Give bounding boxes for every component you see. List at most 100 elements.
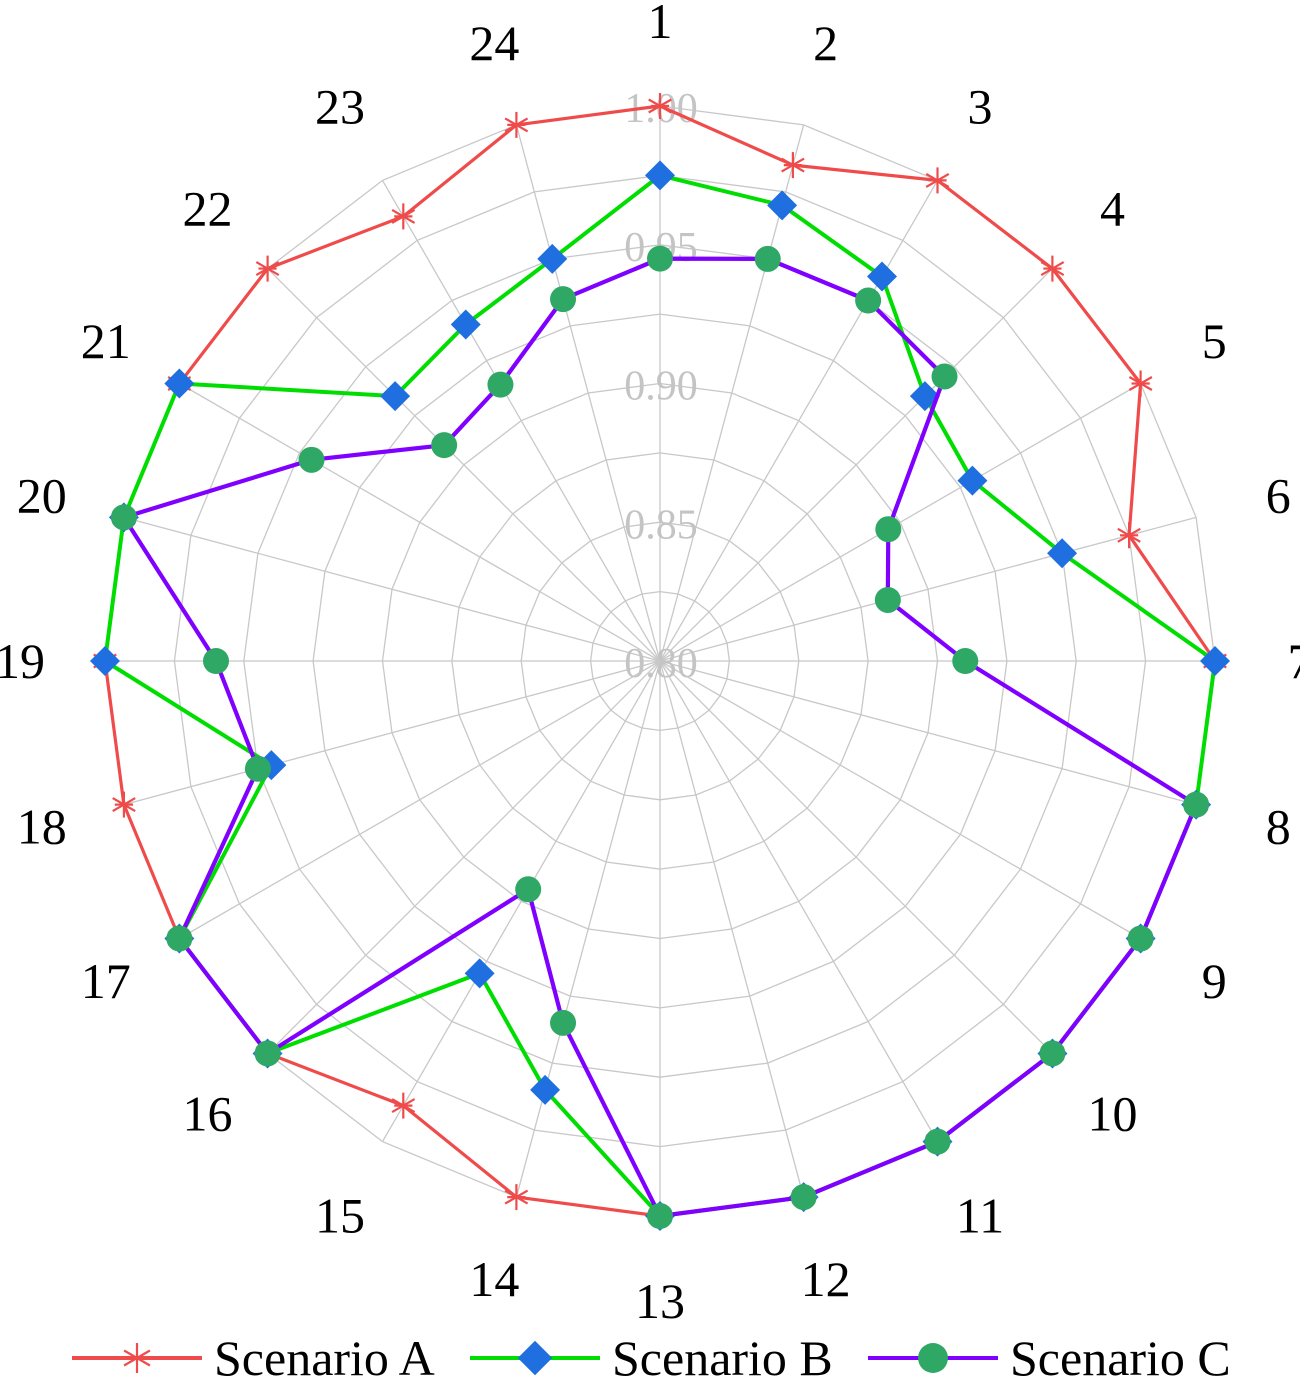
marker-circle	[110, 504, 137, 531]
marker-diamond	[645, 160, 675, 191]
marker-circle	[166, 925, 193, 952]
category-label: 18	[17, 799, 67, 855]
marker-circle	[487, 371, 514, 398]
category-label: 9	[1202, 953, 1227, 1009]
category-label: 16	[183, 1086, 233, 1142]
radial-tick-labels: 0.800.850.900.951.00	[624, 86, 698, 687]
legend-item: Scenario C	[868, 1330, 1231, 1386]
marker-diamond	[464, 958, 495, 989]
legend-label: Scenario C	[1010, 1330, 1231, 1386]
marker-asterisk	[391, 1092, 416, 1119]
marker-circle	[203, 648, 229, 674]
legend: Scenario A Scenario B Scenario C	[72, 1330, 1231, 1386]
category-label: 6	[1266, 467, 1291, 523]
category-label: 22	[183, 181, 233, 237]
marker-circle	[952, 648, 979, 674]
radial-tick-label: 0.85	[624, 502, 698, 548]
category-label: 8	[1266, 799, 1291, 855]
marker-diamond	[450, 309, 481, 340]
category-label: 23	[315, 79, 365, 135]
marker-circle	[1183, 791, 1210, 818]
grid-spoke	[659, 660, 805, 1198]
grid-spoke	[659, 660, 1197, 806]
radial-tick-label: 0.80	[624, 641, 698, 687]
grid-spoke	[659, 516, 1197, 662]
marker-circle	[924, 1128, 951, 1155]
grid-spoke	[515, 660, 661, 1198]
marker-asterisk	[1040, 255, 1065, 282]
category-label: 20	[17, 467, 67, 523]
grid-spoke	[267, 268, 661, 662]
grid-spoke	[381, 180, 661, 662]
category-label: 5	[1202, 313, 1227, 369]
category-label: 10	[1088, 1086, 1138, 1142]
grid-spoke	[267, 660, 661, 1054]
grid-spoke	[659, 382, 1141, 662]
marker-circle	[550, 1009, 577, 1036]
marker-diamond	[867, 261, 897, 292]
category-label: 1	[648, 0, 673, 49]
marker-asterisk	[1128, 370, 1153, 397]
category-label: 21	[81, 313, 131, 369]
marker-circle	[875, 516, 902, 543]
marker-diamond	[957, 465, 988, 496]
category-label: 12	[801, 1251, 851, 1307]
grid-spoke	[123, 660, 661, 806]
grid-spoke	[179, 660, 661, 940]
grid-spoke	[659, 660, 1053, 1054]
legend-item: Scenario B	[470, 1330, 833, 1386]
marker-circle	[515, 876, 542, 903]
marker-asterisk	[648, 93, 672, 119]
marker-diamond	[164, 368, 195, 399]
category-label: 24	[469, 15, 519, 71]
marker-asterisk	[123, 1343, 151, 1373]
marker-circle	[244, 755, 271, 782]
marker-circle	[254, 1040, 281, 1067]
radial-tick-label: 0.90	[624, 364, 698, 410]
marker-diamond	[1200, 646, 1230, 676]
legend-item: Scenario A	[72, 1330, 435, 1386]
marker-diamond	[767, 190, 798, 221]
marker-circle	[874, 586, 901, 613]
marker-asterisk	[1117, 522, 1141, 549]
grid-spoke	[123, 516, 661, 662]
marker-asterisk	[504, 111, 529, 138]
marker-circle	[1039, 1040, 1066, 1067]
category-label: 13	[635, 1273, 685, 1329]
category-label: 11	[956, 1187, 1004, 1243]
legend-label: Scenario A	[214, 1330, 435, 1386]
category-label: 4	[1100, 181, 1125, 237]
marker-diamond	[537, 243, 568, 274]
marker-asterisk	[255, 255, 280, 282]
marker-diamond	[380, 381, 411, 412]
series-scenario-c	[110, 245, 1210, 1229]
legend-label: Scenario B	[612, 1330, 833, 1386]
category-label: 19	[0, 633, 45, 689]
category-label: 2	[813, 15, 838, 71]
series-layer	[90, 93, 1230, 1231]
grid-spoke	[659, 180, 939, 662]
grid-spoke	[659, 660, 1141, 940]
grid-spoke	[659, 268, 1053, 662]
grid-spoke	[179, 382, 661, 662]
marker-diamond	[530, 1074, 561, 1105]
marker-diamond	[1047, 538, 1078, 569]
category-label: 14	[469, 1251, 519, 1307]
marker-diamond	[90, 646, 120, 676]
marker-circle	[550, 286, 577, 313]
category-label: 17	[81, 953, 131, 1009]
marker-circle	[855, 287, 882, 314]
grid-spoke	[381, 660, 661, 1142]
grid-spoke	[659, 660, 939, 1142]
marker-circle	[647, 245, 673, 272]
grid-spoke	[515, 124, 661, 662]
marker-asterisk	[925, 167, 950, 194]
marker-circle	[1127, 925, 1154, 952]
marker-asterisk	[504, 1184, 529, 1211]
marker-circle	[918, 1343, 948, 1373]
category-label: 7	[1288, 633, 1300, 689]
category-label: 15	[315, 1187, 365, 1243]
radar-grid	[104, 105, 1216, 1217]
